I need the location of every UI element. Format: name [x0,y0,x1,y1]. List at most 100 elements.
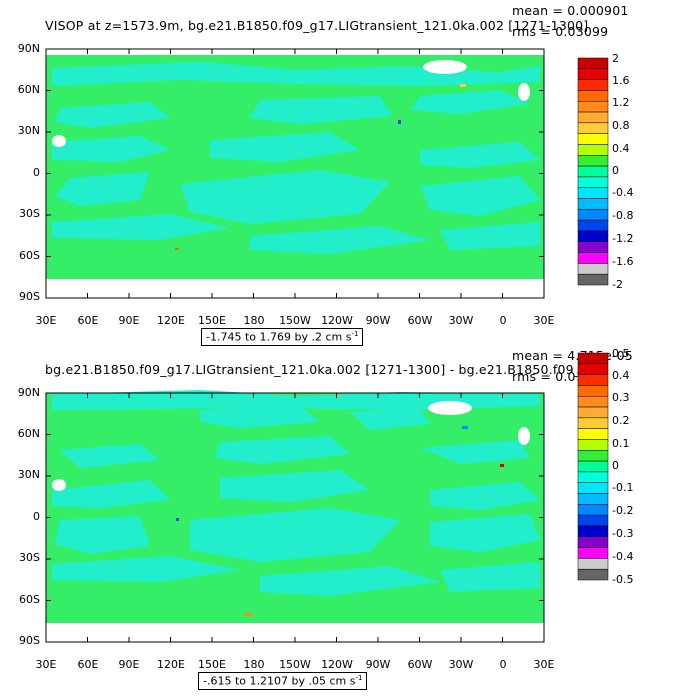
lon-label: 60W [407,658,433,671]
lon-label: 150W [279,314,311,327]
colorbar-label: -0.2 [612,504,634,517]
colorbar-swatch [577,482,609,494]
colorbar-swatch [577,460,609,473]
colorbar-label: 0.4 [612,369,630,382]
colorbar-swatch [577,547,609,559]
map-plot [45,352,609,643]
colorbar-label: -2 [612,278,623,291]
lon-label: 120E [157,314,185,327]
colorbar-label: 0.8 [612,119,630,132]
colorbar-swatch [577,374,609,386]
colorbar-swatch [577,525,609,538]
lon-label: 30E [533,314,555,327]
map-field [46,390,544,642]
lon-label: 90E [118,314,140,327]
lon-label: 150E [198,314,226,327]
colorbar-swatch [577,90,609,102]
colorbar-swatch [577,57,609,70]
lon-label: 30W [448,658,474,671]
lat-label: 0 [33,510,40,523]
colorbar-swatch [577,568,609,581]
colorbar-label: 1.6 [612,74,630,87]
colorbar-swatch [577,439,609,451]
colorbar-label: -0.1 [612,481,634,494]
colorbar-swatch [577,230,609,243]
colorbar [577,57,609,286]
colorbar-label: -1.2 [612,232,634,245]
lon-label: 30E [35,314,57,327]
rms-stat: rms = 0.03099 [512,24,609,39]
colorbar-swatch [577,363,609,375]
colorbar-swatch [577,122,609,134]
lat-label: 30N [17,124,40,137]
colorbar-swatch [577,252,609,264]
lat-label: 90N [17,42,40,55]
lat-label: 90S [19,290,40,303]
lat-label: 60N [17,83,40,96]
lat-label: 90S [19,634,40,647]
colorbar-label: -0.5 [612,573,634,586]
colorbar-swatch [577,352,609,365]
lon-label: 90E [118,658,140,671]
lat-label: 0 [33,166,40,179]
lon-label: 30W [448,314,474,327]
colorbar-label: 2 [612,52,619,65]
colorbar-label: 0.5 [612,347,630,360]
colorbar-swatch [577,100,609,113]
lon-label: 180 [243,658,265,671]
lon-label: 60E [77,314,99,327]
colorbar-label: 0.2 [612,414,630,427]
lon-label: 90W [365,658,391,671]
lon-label: 30E [35,658,57,671]
lon-label: 120W [321,314,353,327]
colorbar-swatch [577,133,609,145]
map-panel-top: VISOP at z=1573.9m, bg.e21.B1850.f09_g17… [17,3,634,346]
colorbar-label: 0.1 [612,437,630,450]
lon-label: 90W [365,314,391,327]
colorbar-swatch [577,219,609,232]
lon-label: 120E [157,658,185,671]
colorbar-label: 0 [612,164,619,177]
colorbar-label: -0.8 [612,209,634,222]
colorbar [577,352,609,581]
lon-label: 150W [279,658,311,671]
colorbar-swatch [577,504,609,516]
colorbar-swatch [577,176,609,188]
colorbar-swatch [577,187,609,199]
colorbar-swatch [577,428,609,440]
colorbar-swatch [577,198,609,210]
lon-label: 180 [243,314,265,327]
colorbar-swatch [577,536,609,548]
lon-label: 120W [321,658,353,671]
map-plot [45,48,609,299]
axis-ticks [45,392,545,643]
lon-label: 60W [407,314,433,327]
lat-label: 90N [17,386,40,399]
colorbar-label: 1.2 [612,96,630,109]
axis-ticks [45,48,545,299]
panel-title: bg.e21.B1850.f09_g17.LIGtransient_121.0k… [45,362,597,377]
lon-label: 30E [533,658,555,671]
lon-label: 0 [499,314,507,327]
panel-title: VISOP at z=1573.9m, bg.e21.B1850.f09_g17… [45,18,589,33]
colorbar-swatch [577,209,609,221]
contour-range-label: -1.745 to 1.769 by .2 cm s-1 [201,328,364,346]
colorbar-swatch [577,395,609,408]
lon-label: 60E [77,658,99,671]
colorbar-swatch [577,165,609,178]
colorbar-label: -0.4 [612,550,634,563]
lat-label: 30N [17,468,40,481]
colorbar-swatch [577,450,609,462]
colorbar-label: 0.4 [612,142,630,155]
colorbar-swatch [577,111,609,124]
colorbar-swatch [577,144,609,156]
mean-stat: mean = 0.000901 [512,3,629,18]
colorbar-swatch [577,417,609,429]
lat-label: 30S [19,551,40,564]
colorbar-swatch [577,385,609,397]
colorbar-swatch [577,273,609,286]
colorbar-label: 0.3 [612,391,630,404]
colorbar-label: -0.4 [612,186,634,199]
lat-label: 30S [19,207,40,220]
contour-range-label: -.615 to 1.2107 by .05 cm s-1 [198,672,368,690]
